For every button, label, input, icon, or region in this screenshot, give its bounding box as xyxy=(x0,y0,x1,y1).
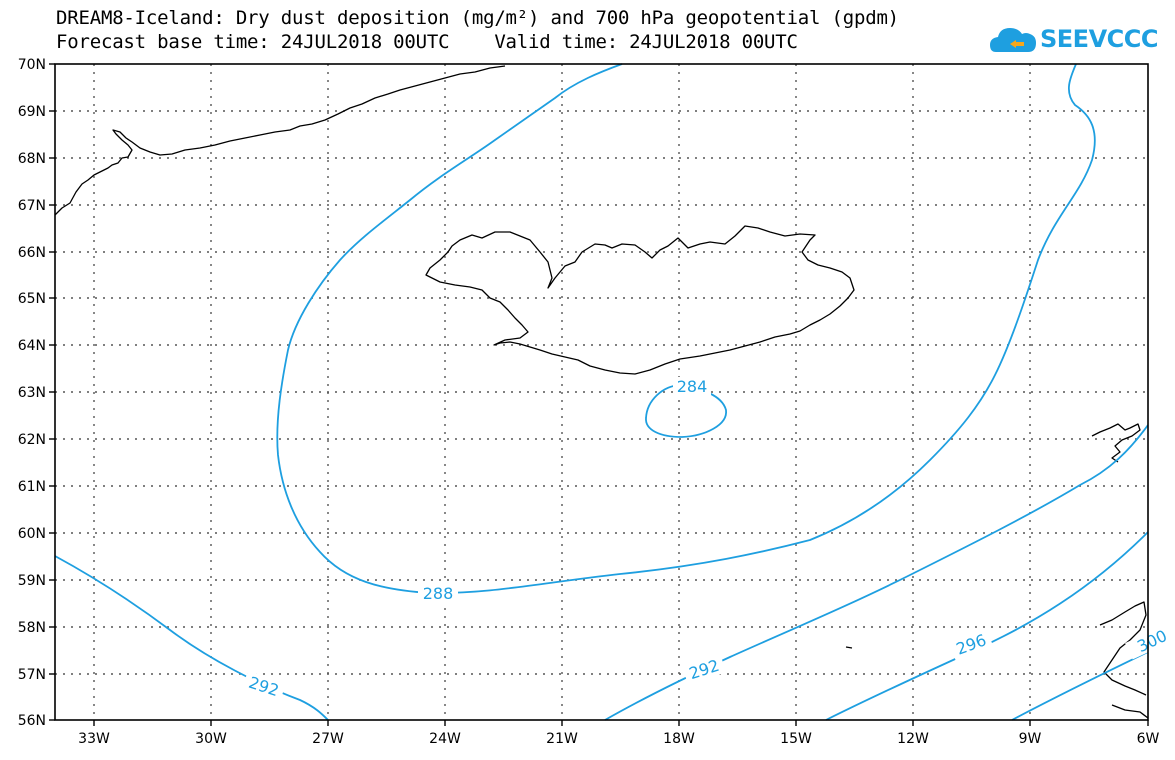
lon-label: 21W xyxy=(546,731,578,747)
small-island xyxy=(845,646,853,649)
lon-label: 9W xyxy=(1019,731,1042,747)
iceland-coast xyxy=(425,225,855,375)
scotland-coast xyxy=(1099,601,1149,719)
lon-label: 15W xyxy=(780,731,812,747)
contour-label-292-east: 292 xyxy=(687,656,722,684)
lat-label: 57N xyxy=(18,667,46,683)
contour-label-284: 284 xyxy=(677,377,708,396)
lon-label: 24W xyxy=(429,731,461,747)
lon-label: 33W xyxy=(78,731,110,747)
cloud-logo-icon xyxy=(990,28,1036,52)
lat-label: 68N xyxy=(18,151,46,167)
lat-label: 67N xyxy=(18,198,46,214)
contour-line-288 xyxy=(276,63,1096,594)
greenland-coast xyxy=(54,65,506,216)
lat-label: 61N xyxy=(18,479,46,495)
coastlines xyxy=(54,65,1149,719)
faroe-coast xyxy=(1091,423,1141,463)
forecast-times: Forecast base time: 24JUL2018 00UTC Vali… xyxy=(56,31,798,53)
lon-label: 27W xyxy=(312,731,344,747)
lat-label: 62N xyxy=(18,432,46,448)
contour-line-292-west xyxy=(54,555,329,721)
lat-label: 60N xyxy=(18,526,46,542)
lat-label: 56N xyxy=(18,713,46,729)
contour-label-296: 296 xyxy=(954,630,989,658)
lat-label: 58N xyxy=(18,620,46,636)
lat-label: 59N xyxy=(18,573,46,589)
logo-text: SEEVCCC xyxy=(1040,25,1159,53)
lon-label: 6W xyxy=(1137,731,1160,747)
contour-line-300 xyxy=(1011,651,1149,721)
contour-line-296 xyxy=(825,531,1149,721)
graticule xyxy=(55,64,1148,720)
contour-label-292-west: 292 xyxy=(246,673,281,701)
lon-label: 18W xyxy=(663,731,695,747)
lat-label: 70N xyxy=(18,57,46,73)
lon-label: 30W xyxy=(195,731,227,747)
map-title: DREAM8-Iceland: Dry dust deposition (mg/… xyxy=(56,7,899,29)
lat-label: 64N xyxy=(18,338,46,354)
contour-line-284 xyxy=(645,384,727,438)
lat-label: 65N xyxy=(18,291,46,307)
contour-label-288: 288 xyxy=(423,584,454,603)
lat-label: 66N xyxy=(18,245,46,261)
lon-label: 12W xyxy=(897,731,929,747)
lat-label: 63N xyxy=(18,385,46,401)
lat-label: 69N xyxy=(18,104,46,120)
